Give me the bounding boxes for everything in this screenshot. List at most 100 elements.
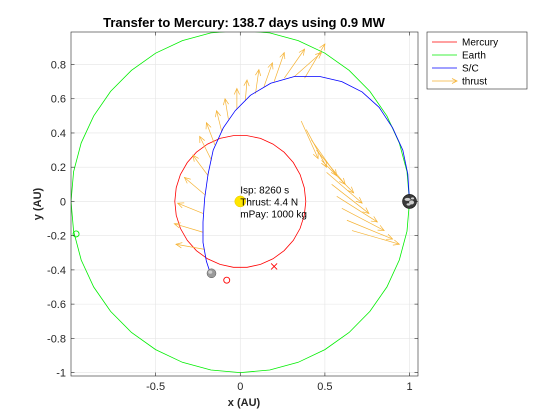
thrust-arrow bbox=[305, 129, 328, 168]
thrust-arrow-head bbox=[183, 176, 191, 184]
plot-frame bbox=[70, 31, 419, 377]
legend-label: thrust bbox=[462, 77, 487, 88]
legend-item-mercury: Mercury bbox=[432, 38, 498, 49]
thrust-arrow-head bbox=[386, 234, 394, 240]
thrust-arrow bbox=[199, 135, 212, 161]
thrust-arrow-shaft bbox=[263, 62, 273, 87]
thrust-arrow-head bbox=[279, 51, 286, 60]
thrust-arrow-shaft bbox=[341, 207, 385, 231]
x-axis-label: x (AU) bbox=[228, 397, 261, 409]
annotation-text: Isp: 8260 s bbox=[240, 185, 289, 196]
thrust-arrow-head bbox=[319, 43, 326, 51]
thrust-arrow-head bbox=[315, 51, 323, 59]
thrust-arrow-head bbox=[223, 97, 229, 106]
thrust-arrow bbox=[183, 176, 205, 195]
thrust-arrow-shaft bbox=[304, 43, 326, 79]
y-tick-label: -0.2 bbox=[47, 231, 66, 243]
thrust-arrow-shaft bbox=[321, 160, 354, 194]
data-layer bbox=[71, 32, 417, 374]
thrust-arrow-head bbox=[233, 87, 240, 95]
annotation-text: Thrust: 4.4 N bbox=[240, 197, 298, 208]
thrust-arrow-shaft bbox=[273, 52, 285, 82]
thrust-arrow bbox=[263, 62, 274, 87]
thrust-arrow-head bbox=[176, 202, 185, 209]
thrust-arrow-shaft bbox=[244, 79, 248, 101]
thrust-arrow-head bbox=[362, 207, 370, 214]
thrust-arrow-head bbox=[205, 121, 212, 130]
grid bbox=[71, 32, 418, 376]
legend-item-earth: Earth bbox=[432, 51, 486, 62]
thrust-arrow-shaft bbox=[255, 69, 260, 94]
thrust-arrow bbox=[321, 160, 355, 194]
circle-marker bbox=[223, 276, 231, 284]
thrust-arrow-head bbox=[298, 48, 306, 56]
x-marker-stroke bbox=[270, 263, 278, 270]
thrust-arrow-head bbox=[312, 152, 319, 160]
sun-icon bbox=[234, 195, 247, 208]
y-axis-label: y (AU) bbox=[32, 187, 44, 220]
thrust-arrow bbox=[255, 68, 262, 94]
thrust-arrow-head bbox=[175, 242, 183, 249]
thrust-arrow-shaft bbox=[300, 120, 319, 159]
y-tick-label: 0.4 bbox=[51, 128, 66, 140]
legend[interactable]: Mercury Earth S/C thrust bbox=[426, 31, 528, 90]
thrust-arrow bbox=[192, 154, 209, 176]
y-tick-label: -0.6 bbox=[47, 299, 66, 311]
thrust-arrow bbox=[336, 196, 379, 223]
annotation-text: mPay: 1000 kg bbox=[240, 209, 307, 220]
mercury-planet-icon bbox=[206, 268, 217, 279]
y-tick-label: -0.8 bbox=[47, 333, 66, 345]
y-tick-label: 0 bbox=[60, 196, 66, 208]
thrust-arrow-shaft bbox=[346, 219, 393, 240]
earth-cloud bbox=[404, 197, 411, 201]
thrust-arrow bbox=[341, 207, 385, 231]
earth-globe-icon bbox=[402, 194, 417, 209]
legend-item-sc: S/C bbox=[432, 64, 479, 75]
thrust-arrow-shaft bbox=[184, 177, 205, 195]
thrust-arrow-shaft bbox=[206, 122, 216, 146]
thrust-arrow bbox=[176, 202, 204, 214]
thrust-arrow-head bbox=[173, 222, 181, 229]
thrust-arrow-shaft bbox=[177, 202, 204, 214]
thrust-arrow-shaft bbox=[175, 243, 205, 250]
thrust-arrow-shaft bbox=[311, 139, 338, 176]
thrust-arrow-shaft bbox=[199, 136, 212, 161]
thrust-arrow bbox=[175, 242, 205, 250]
spacecraft-trajectory bbox=[202, 76, 410, 277]
thrust-arrow-head bbox=[321, 160, 328, 168]
axis-ticks: -0.5 0 0.5 1 -1 -0.8 -0.6 -0.4 -0.2 0 0.2 0.4 0.6 0.8 bbox=[47, 32, 418, 393]
thrust-arrow bbox=[294, 51, 323, 77]
thrust-arrow bbox=[233, 87, 240, 110]
thrust-arrow-shaft bbox=[331, 184, 370, 214]
legend-label: Mercury bbox=[462, 38, 498, 49]
x-tick-label: 0.5 bbox=[317, 381, 332, 393]
y-tick-label: -1 bbox=[56, 368, 66, 380]
circle-marker bbox=[72, 230, 80, 238]
thrust-arrow bbox=[273, 51, 286, 82]
thrust-arrow bbox=[205, 121, 216, 146]
thrust-arrow-shaft bbox=[305, 129, 327, 168]
thrust-arrow-shaft bbox=[294, 52, 322, 77]
thrust-arrow-shaft bbox=[216, 110, 222, 132]
y-tick-label: -0.4 bbox=[47, 265, 66, 277]
thrust-arrow-head bbox=[255, 68, 262, 77]
thrust-arrow bbox=[346, 219, 394, 240]
legend-box bbox=[426, 31, 528, 90]
x-marker bbox=[270, 263, 278, 270]
thrust-arrow-head bbox=[192, 154, 199, 162]
thrust-arrow-head bbox=[370, 216, 379, 223]
chart-title: Transfer to Mercury: 138.7 days using 0.… bbox=[103, 15, 385, 30]
thrust-arrow-shaft bbox=[316, 149, 346, 185]
thrust-arrow bbox=[304, 43, 326, 79]
thrust-arrow bbox=[215, 109, 222, 132]
thrust-arrow-shaft bbox=[326, 172, 363, 204]
mercury-planet-outline bbox=[206, 268, 217, 279]
thrust-arrow bbox=[351, 230, 401, 246]
thrust-arrow bbox=[243, 79, 250, 101]
x-tick-label: -0.5 bbox=[146, 381, 165, 393]
x-tick-label: 0 bbox=[237, 381, 243, 393]
y-tick-label: 0.8 bbox=[51, 60, 66, 72]
thrust-arrow-head bbox=[392, 239, 401, 246]
